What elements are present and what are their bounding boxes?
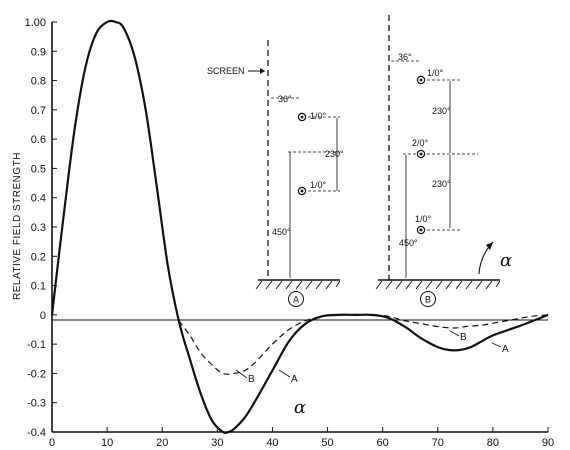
series-line-b: [178, 314, 549, 375]
x-ticks: 0 10 20 30 40 50 60 70 80 90: [49, 427, 554, 449]
element-b-upper-label: 1/0°: [427, 68, 444, 78]
y-tick-label: 0: [40, 310, 46, 322]
top-spacing-a: 36°: [278, 94, 292, 104]
x-tick-label: 60: [377, 437, 389, 449]
element-a-upper-dot: [300, 115, 304, 119]
series-line-a: [50, 19, 549, 435]
element-b-lower-label: 1/0°: [415, 214, 432, 224]
x-tick-label: 0: [49, 437, 55, 449]
element-a-upper: [297, 112, 307, 122]
element-b-middle-label: 2/0°: [412, 138, 429, 148]
y-tick-label: 0.2: [31, 251, 46, 263]
y-tick-label: 0.8: [31, 76, 46, 88]
y-ticks: 1.00 0.9 0.8 0.7 0.6 0.5 0.4 0.3 0.2 0.1 0 -0.1 -0.2…: [25, 17, 57, 439]
curve-label-a-leader: [278, 369, 291, 378]
screen-label: SCREEN: [207, 66, 245, 76]
y-tick-label: -0.2: [27, 368, 46, 380]
y-tick-label: 0.4: [31, 193, 46, 205]
y-tick-label: 0.5: [31, 163, 46, 175]
y-axis-label: RELATIVE FIELD STRENGTH: [12, 152, 23, 300]
curve-label-a-main: A: [291, 374, 298, 385]
element-b-lower: [416, 225, 426, 235]
badge-b: B: [425, 295, 431, 305]
element-a-upper-label: 1/0°: [310, 111, 327, 121]
x-tick-label: 20: [156, 437, 168, 449]
badge-b-circle: [420, 291, 436, 307]
x-tick-label: 90: [542, 437, 554, 449]
series-group: [50, 19, 549, 435]
curve-label-b-leader: [235, 369, 248, 379]
inset-panel-b: 36° 1/0° 230° 2/0° 230° 1/0° 450°: [375, 15, 512, 307]
x-tick-label: 10: [101, 437, 113, 449]
element-b-lower-dot: [419, 228, 423, 232]
element-a-lower-dot: [300, 189, 304, 193]
curve-label-a-right: A: [502, 344, 509, 355]
height-b: 450°: [399, 238, 418, 248]
element-a-lower: [297, 186, 307, 196]
angle-label: α: [500, 250, 512, 271]
y-tick-label: 0.3: [31, 222, 46, 234]
y-tick-label: 0.1: [31, 281, 46, 293]
curve-label-b-right-leader: [449, 330, 460, 337]
x-tick-label: 80: [487, 437, 499, 449]
x-tick-label: 50: [321, 437, 333, 449]
ground-a-hatch: [255, 280, 341, 290]
element-b-middle-dot: [419, 152, 423, 156]
y-tick-label: 0.6: [31, 134, 46, 146]
curve-label-b-main: B: [248, 374, 255, 385]
badge-a-circle: [288, 291, 304, 307]
x-axis-label: α: [294, 397, 306, 418]
y-tick-label: 1.00: [25, 17, 46, 29]
element-b-upper: [416, 75, 426, 85]
element-b-upper-dot: [419, 78, 423, 82]
element-b-middle: [416, 149, 426, 159]
x-tick-label: 30: [211, 437, 223, 449]
element-a-lower-label: 1/0°: [310, 180, 327, 190]
y-tick-label: -0.1: [27, 339, 46, 351]
y-tick-label: -0.4: [27, 427, 46, 439]
angle-arrowhead: [486, 242, 493, 250]
curve-label-a-right-leader: [491, 342, 502, 348]
y-tick-label: 0.9: [31, 46, 46, 58]
middle-spacing-a: 230°: [325, 149, 344, 159]
screen-arrowhead: [260, 68, 265, 74]
badge-a: A: [293, 295, 299, 305]
height-a: 450°: [272, 227, 291, 237]
x-tick-label: 70: [432, 437, 444, 449]
y-tick-label: -0.3: [27, 398, 46, 410]
inset-panel-a: SCREEN 36° 1/0° 230° 1/0° 450° A: [207, 40, 344, 307]
lower-spacing-b: 230°: [432, 179, 451, 189]
y-tick-label: 0.7: [31, 105, 46, 117]
x-tick-label: 40: [266, 437, 278, 449]
ground-b-hatch: [375, 280, 501, 290]
top-spacing-b: 36°: [398, 52, 412, 62]
upper-spacing-b: 230°: [432, 106, 451, 116]
curve-label-b-right: B: [460, 332, 467, 343]
